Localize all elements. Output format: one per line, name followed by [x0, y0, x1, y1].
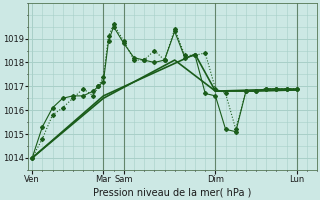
X-axis label: Pression niveau de la mer( hPa ): Pression niveau de la mer( hPa ) — [93, 187, 252, 197]
